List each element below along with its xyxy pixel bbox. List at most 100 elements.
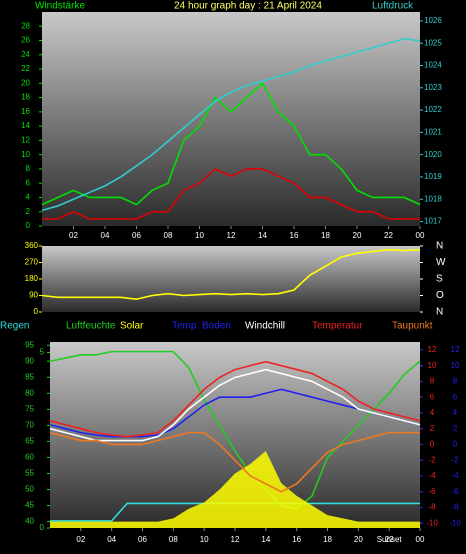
y-tick-label: 65 bbox=[25, 437, 34, 446]
y-tick-label: 90 bbox=[25, 356, 34, 365]
y-tick-label: 0 bbox=[26, 221, 31, 230]
y-tick-label: 12 bbox=[451, 345, 460, 354]
area bbox=[50, 451, 420, 528]
line bbox=[49, 431, 420, 493]
y-tick-label: 45 bbox=[25, 501, 34, 510]
x-tick-label: 20 bbox=[354, 535, 363, 544]
y-tick-label: -4 bbox=[451, 471, 459, 480]
y-tick-label: 85 bbox=[25, 372, 34, 381]
annotation: Sunset bbox=[377, 535, 403, 544]
y-tick-label: 2 bbox=[26, 207, 31, 216]
line bbox=[49, 368, 421, 442]
y-tick-label: 60 bbox=[25, 453, 34, 462]
y-tick-label: 0 bbox=[34, 307, 39, 316]
y-tick-label: -2 bbox=[451, 455, 459, 464]
y-tick-label: -2 bbox=[428, 455, 436, 464]
legend-label: Regen bbox=[0, 321, 29, 332]
y-tick-label: 12 bbox=[21, 136, 30, 145]
y-tick-label: 18 bbox=[21, 93, 30, 102]
y-tick-label: 16 bbox=[21, 107, 30, 116]
x-tick-label: 06 bbox=[138, 535, 147, 544]
y-tick-label: -8 bbox=[451, 503, 459, 512]
y-tick-label: N bbox=[436, 307, 443, 318]
y-tick-label: 55 bbox=[25, 469, 34, 478]
line bbox=[41, 37, 421, 212]
y-tick-label: 1019 bbox=[424, 172, 442, 181]
x-tick-label: 22 bbox=[384, 231, 393, 240]
x-tick-label: 18 bbox=[321, 231, 330, 240]
x-tick-label: 22 bbox=[385, 535, 394, 544]
y-tick-label: 10 bbox=[451, 361, 460, 370]
y-tick-label: 8 bbox=[26, 164, 31, 173]
y-tick-label: 1020 bbox=[424, 150, 442, 159]
y-tick-label: 8 bbox=[430, 377, 435, 386]
y-tick-label: 360 bbox=[25, 241, 39, 250]
x-tick-label: 06 bbox=[132, 231, 141, 240]
y-tick-label: O bbox=[436, 290, 444, 301]
y-tick-label: -10 bbox=[426, 518, 438, 527]
y-tick-label: 80 bbox=[25, 388, 34, 397]
line bbox=[49, 360, 421, 438]
y-tick-label: 180 bbox=[25, 274, 39, 283]
legend-label: Windchill bbox=[245, 321, 285, 332]
x-tick-label: 14 bbox=[261, 535, 270, 544]
y-tick-label: 6 bbox=[430, 392, 435, 401]
x-tick-label: 08 bbox=[169, 535, 178, 544]
y-tick-label: 1025 bbox=[424, 38, 442, 47]
x-tick-label: 18 bbox=[323, 535, 332, 544]
x-tick-label: 12 bbox=[231, 535, 240, 544]
y-tick-label: 10 bbox=[428, 361, 437, 370]
y-tick-label: W bbox=[436, 257, 446, 268]
y-tick-label: 0 bbox=[40, 523, 45, 532]
legend-label: Luftfeuchte bbox=[66, 321, 116, 332]
y-tick-label: 6 bbox=[26, 178, 31, 187]
x-tick-label: 12 bbox=[227, 231, 236, 240]
x-tick-label: 10 bbox=[195, 231, 204, 240]
legend-label: Solar bbox=[120, 321, 144, 332]
y-tick-label: -6 bbox=[428, 487, 436, 496]
x-tick-label: 16 bbox=[290, 231, 299, 240]
y-tick-label: 5 bbox=[40, 348, 45, 357]
y-tick-label: 50 bbox=[25, 485, 34, 494]
y-tick-label: 1022 bbox=[424, 105, 442, 114]
y-tick-label: 8 bbox=[453, 377, 458, 386]
y-tick-label: 1024 bbox=[424, 61, 442, 70]
y-tick-label: 14 bbox=[21, 121, 30, 130]
y-tick-label: 1026 bbox=[424, 16, 442, 25]
y-tick-label: 0 bbox=[430, 440, 435, 449]
axis-label: Luftdruck bbox=[372, 1, 414, 12]
y-tick-label: -6 bbox=[451, 487, 459, 496]
y-tick-label: 10 bbox=[21, 150, 30, 159]
x-tick-label: 14 bbox=[258, 231, 267, 240]
x-tick-label: 04 bbox=[107, 535, 116, 544]
line bbox=[41, 82, 421, 206]
y-tick-label: 1017 bbox=[424, 217, 442, 226]
y-tick-label: 6 bbox=[453, 392, 458, 401]
x-tick-label: 20 bbox=[353, 231, 362, 240]
y-tick-label: 22 bbox=[21, 64, 30, 73]
x-tick-label: 04 bbox=[101, 231, 110, 240]
y-tick-label: 95 bbox=[25, 340, 34, 349]
y-tick-label: 40 bbox=[25, 517, 34, 526]
x-tick-label: 02 bbox=[69, 231, 78, 240]
y-tick-label: 1021 bbox=[424, 127, 442, 136]
y-tick-label: N bbox=[436, 241, 443, 252]
x-tick-label: 08 bbox=[164, 231, 173, 240]
y-tick-label: 24 bbox=[21, 50, 30, 59]
y-tick-label: 4 bbox=[430, 408, 435, 417]
y-tick-label: 2 bbox=[453, 424, 458, 433]
y-tick-label: 26 bbox=[21, 36, 30, 45]
y-tick-label: -4 bbox=[428, 471, 436, 480]
x-tick-label: 10 bbox=[200, 535, 209, 544]
x-tick-label: 00 bbox=[416, 231, 425, 240]
y-tick-label: 70 bbox=[25, 420, 34, 429]
y-tick-label: 4 bbox=[26, 193, 31, 202]
y-tick-label: 28 bbox=[21, 21, 30, 30]
x-tick-label: 16 bbox=[292, 535, 301, 544]
y-tick-label: -8 bbox=[428, 503, 436, 512]
y-tick-label: -10 bbox=[449, 518, 461, 527]
y-tick-label: 0 bbox=[453, 440, 458, 449]
y-tick-label: 4 bbox=[453, 408, 458, 417]
